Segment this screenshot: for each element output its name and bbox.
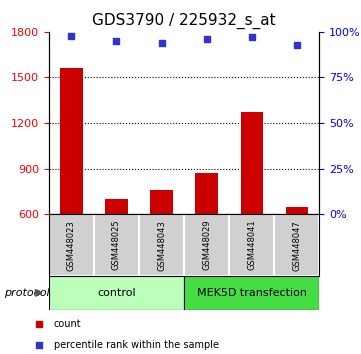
Bar [184,214,229,276]
Bar [60,68,83,214]
Text: count: count [54,319,82,329]
Bar [240,112,263,214]
Point [36,342,42,348]
Point [204,36,209,42]
Bar [105,199,128,214]
Title: GDS3790 / 225932_s_at: GDS3790 / 225932_s_at [92,13,276,29]
Text: GSM448029: GSM448029 [202,220,211,270]
Text: control: control [97,288,136,298]
Bar [286,207,308,214]
Bar [49,214,94,276]
Point [294,42,300,47]
Bar [195,173,218,214]
Bar [274,214,319,276]
Text: percentile rank within the sample: percentile rank within the sample [54,340,219,350]
Text: GSM448041: GSM448041 [247,220,256,270]
Bar [94,214,139,276]
Point [159,40,165,46]
Point [114,38,119,44]
Bar [229,214,274,276]
Point [249,34,255,40]
Bar [49,276,184,310]
Point [69,33,74,38]
Point [36,321,42,327]
Bar [139,214,184,276]
Text: GSM448047: GSM448047 [292,220,301,270]
Bar [184,276,319,310]
Text: protocol: protocol [4,288,49,298]
Text: MEK5D transfection: MEK5D transfection [197,288,307,298]
Bar [150,190,173,214]
Text: GSM448023: GSM448023 [67,220,76,270]
Text: GSM448043: GSM448043 [157,220,166,270]
Text: GSM448025: GSM448025 [112,220,121,270]
